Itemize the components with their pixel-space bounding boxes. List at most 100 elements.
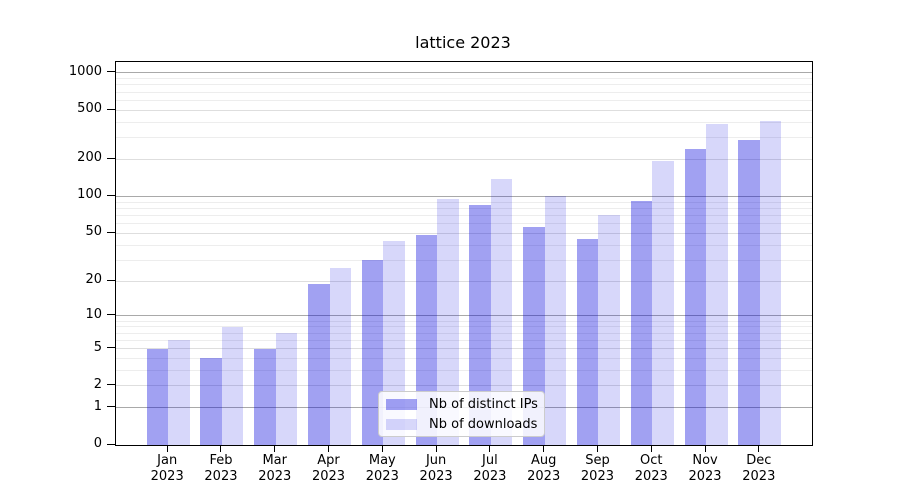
- x-tick: [328, 445, 330, 452]
- minor-gridline: [116, 259, 812, 261]
- x-tick-month: Jan: [157, 453, 178, 468]
- x-tick-month: Jul: [482, 453, 498, 468]
- minor-gridline: [116, 357, 812, 359]
- x-tick-year: 2023: [473, 469, 507, 484]
- x-tick-label: Dec 2023: [729, 453, 789, 485]
- y-tick: [107, 108, 115, 110]
- x-tick: [650, 445, 652, 452]
- major-gridline: [116, 315, 812, 317]
- y-tick: [107, 384, 115, 386]
- y-tick-label: 2: [93, 376, 102, 392]
- minor-gridline: [116, 369, 812, 371]
- x-tick-label: Mar 2023: [245, 453, 305, 485]
- y-tick: [107, 231, 115, 233]
- minor-gridline: [116, 320, 812, 322]
- legend-swatch-ips: [386, 398, 417, 410]
- gridline: [116, 348, 812, 349]
- gridline: [116, 385, 812, 387]
- y-tick: [107, 406, 115, 408]
- bar-ips-may: [361, 260, 384, 445]
- x-tick-year: 2023: [204, 469, 238, 484]
- bar-downloads-oct: [652, 160, 674, 445]
- minor-gridline: [116, 84, 812, 86]
- x-tick-month: Aug: [530, 453, 557, 468]
- y-tick: [107, 279, 115, 281]
- x-tick-label: May 2023: [352, 453, 412, 485]
- x-tick: [704, 445, 706, 452]
- x-tick: [166, 445, 168, 452]
- x-tick-month: Dec: [746, 453, 772, 468]
- bar-downloads-dec: [759, 120, 782, 445]
- y-tick-label: 100: [77, 187, 102, 203]
- x-tick-label: Jul 2023: [460, 453, 520, 485]
- bar-ips-apr: [308, 283, 330, 445]
- y-tick: [107, 71, 115, 73]
- x-tick: [274, 445, 276, 452]
- x-tick-label: Oct 2023: [621, 453, 681, 485]
- gridline: [116, 109, 812, 111]
- gridline: [116, 232, 812, 234]
- legend: Nb of distinct IPs Nb of downloads: [378, 391, 545, 437]
- bar-downloads-aug: [544, 196, 567, 445]
- minor-gridline: [116, 91, 812, 93]
- x-tick-year: 2023: [258, 469, 292, 484]
- bar-ips-nov: [684, 148, 707, 445]
- gridlines-layer: [116, 62, 812, 445]
- x-tick-label: Apr 2023: [299, 453, 359, 485]
- bar-downloads-jun: [437, 199, 459, 445]
- bar-ips-oct: [630, 200, 653, 445]
- x-tick-label: Sep 2023: [567, 453, 627, 485]
- bar-downloads-nov: [706, 124, 728, 445]
- y-tick-label: 50: [85, 224, 102, 240]
- bar-downloads-apr: [329, 267, 352, 445]
- minor-gridline: [116, 214, 812, 216]
- bar-ips-jan: [146, 348, 169, 445]
- x-tick-month: Apr: [317, 453, 340, 468]
- y-tick-label: 20: [85, 272, 102, 288]
- y-tick-label: 0: [93, 436, 102, 451]
- x-tick: [220, 445, 222, 452]
- y-tick-label: 200: [77, 150, 102, 166]
- bar-downloads-sep: [598, 215, 620, 445]
- bar-downloads-mar: [275, 333, 298, 445]
- minor-gridline: [116, 78, 812, 80]
- bars-layer: [116, 62, 812, 445]
- x-tick: [596, 445, 598, 452]
- x-tick: [489, 445, 491, 452]
- x-tick-label: Nov 2023: [675, 453, 735, 485]
- minor-gridline: [116, 326, 812, 328]
- gridline: [116, 280, 812, 282]
- x-tick-year: 2023: [527, 469, 561, 484]
- y-tick-label: 500: [77, 101, 102, 117]
- y-tick-label: 1000: [68, 63, 102, 79]
- chart-title: lattice 2023: [415, 33, 511, 52]
- legend-label: Nb of downloads: [429, 416, 538, 432]
- bar-ips-aug: [523, 227, 545, 445]
- minor-gridline: [116, 339, 812, 341]
- x-tick-label: Feb 2023: [191, 453, 251, 485]
- major-gridline: [116, 72, 812, 74]
- bar-ips-feb: [200, 358, 222, 445]
- minor-gridline: [116, 121, 812, 123]
- x-tick-month: Oct: [640, 453, 663, 468]
- bar-downloads-jan: [168, 340, 190, 445]
- minor-gridline: [116, 244, 812, 246]
- minor-gridline: [116, 137, 812, 139]
- bar-ips-mar: [254, 348, 276, 445]
- minor-gridline: [116, 332, 812, 334]
- x-tick-year: 2023: [688, 469, 722, 484]
- x-tick: [543, 445, 545, 452]
- x-tick-label: Aug 2023: [514, 453, 574, 485]
- x-tick: [381, 445, 383, 452]
- y-tick: [107, 157, 115, 159]
- y-tick-label: 1: [93, 398, 102, 414]
- x-tick-year: 2023: [419, 469, 453, 484]
- x-tick-label: Jun 2023: [406, 453, 466, 485]
- bar-ips-jul: [469, 205, 491, 445]
- x-tick: [435, 445, 437, 452]
- x-tick-month: Feb: [209, 453, 233, 468]
- gridline: [116, 158, 812, 160]
- x-tick-year: 2023: [365, 469, 399, 484]
- y-tick: [107, 347, 115, 348]
- y-tick: [107, 194, 115, 196]
